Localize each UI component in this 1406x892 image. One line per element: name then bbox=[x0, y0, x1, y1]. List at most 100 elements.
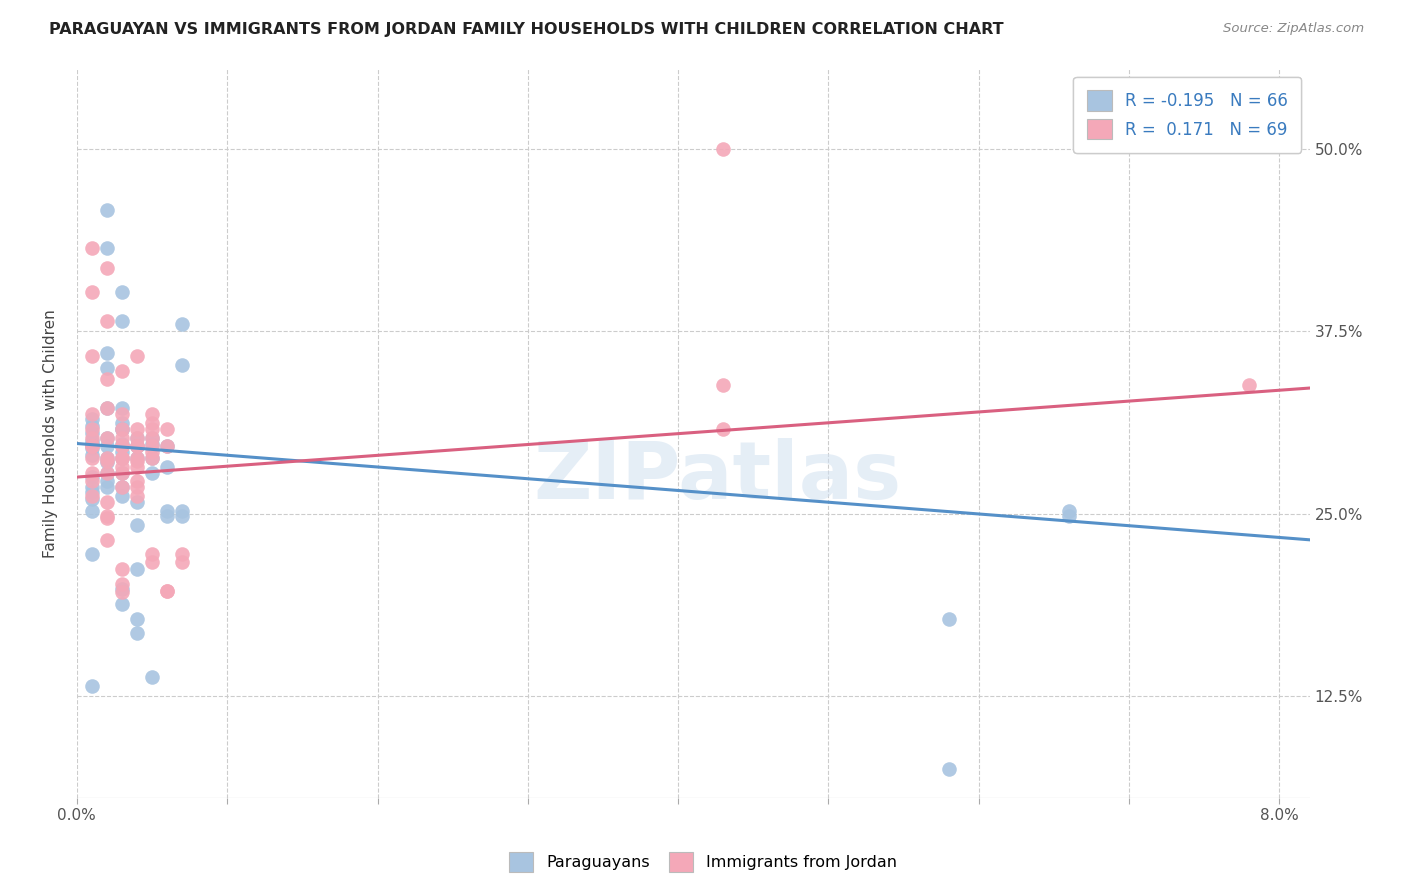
Point bbox=[156, 583, 179, 598]
Point bbox=[80, 548, 103, 562]
Point bbox=[80, 439, 103, 453]
Point bbox=[96, 454, 118, 468]
Point bbox=[96, 451, 118, 466]
Point bbox=[125, 626, 148, 640]
Point bbox=[96, 346, 118, 360]
Point bbox=[141, 445, 163, 459]
Point bbox=[125, 439, 148, 453]
Point bbox=[80, 439, 103, 453]
Point bbox=[141, 555, 163, 569]
Point bbox=[111, 597, 134, 611]
Point bbox=[125, 451, 148, 466]
Point bbox=[141, 422, 163, 436]
Point bbox=[111, 466, 134, 480]
Point bbox=[80, 411, 103, 425]
Point bbox=[111, 451, 134, 466]
Point bbox=[111, 439, 134, 453]
Point bbox=[141, 451, 163, 466]
Point bbox=[125, 439, 148, 453]
Point bbox=[80, 484, 103, 499]
Point bbox=[80, 285, 103, 299]
Y-axis label: Family Households with Children: Family Households with Children bbox=[44, 309, 58, 558]
Point bbox=[96, 314, 118, 328]
Point bbox=[80, 480, 103, 494]
Point bbox=[125, 459, 148, 474]
Point bbox=[80, 407, 103, 421]
Point bbox=[111, 480, 134, 494]
Text: ZIPatlas: ZIPatlas bbox=[534, 438, 903, 516]
Point bbox=[111, 562, 134, 576]
Point bbox=[125, 480, 148, 494]
Text: Source: ZipAtlas.com: Source: ZipAtlas.com bbox=[1223, 22, 1364, 36]
Point bbox=[125, 518, 148, 533]
Point bbox=[96, 360, 118, 375]
Point bbox=[111, 439, 134, 453]
Point bbox=[111, 363, 134, 377]
Point bbox=[111, 422, 134, 436]
Point bbox=[1057, 503, 1080, 517]
Point bbox=[96, 455, 118, 469]
Point bbox=[80, 466, 103, 480]
Point bbox=[111, 416, 134, 430]
Point bbox=[96, 466, 118, 480]
Point bbox=[111, 582, 134, 597]
Point bbox=[111, 422, 134, 436]
Point bbox=[156, 439, 179, 453]
Point bbox=[96, 495, 118, 509]
Point bbox=[111, 401, 134, 416]
Point bbox=[141, 431, 163, 445]
Point bbox=[141, 436, 163, 450]
Point bbox=[80, 503, 103, 517]
Point bbox=[172, 358, 194, 372]
Point bbox=[80, 491, 103, 506]
Point bbox=[1239, 378, 1261, 392]
Point bbox=[125, 349, 148, 363]
Point bbox=[156, 509, 179, 524]
Point bbox=[141, 416, 163, 430]
Point bbox=[938, 611, 960, 625]
Point bbox=[141, 407, 163, 421]
Point bbox=[172, 317, 194, 331]
Point bbox=[96, 439, 118, 453]
Point bbox=[172, 548, 194, 562]
Point bbox=[80, 426, 103, 441]
Point bbox=[125, 431, 148, 445]
Point bbox=[711, 142, 734, 156]
Point bbox=[141, 439, 163, 453]
Point bbox=[156, 583, 179, 598]
Point bbox=[125, 431, 148, 445]
Point bbox=[96, 480, 118, 494]
Point bbox=[1057, 509, 1080, 524]
Point bbox=[96, 475, 118, 489]
Point bbox=[80, 451, 103, 466]
Text: PARAGUAYAN VS IMMIGRANTS FROM JORDAN FAMILY HOUSEHOLDS WITH CHILDREN CORRELATION: PARAGUAYAN VS IMMIGRANTS FROM JORDAN FAM… bbox=[49, 22, 1004, 37]
Legend: Paraguayans, Immigrants from Jordan: Paraguayans, Immigrants from Jordan bbox=[502, 844, 904, 880]
Point bbox=[111, 489, 134, 503]
Point bbox=[711, 378, 734, 392]
Point bbox=[125, 422, 148, 436]
Point bbox=[111, 407, 134, 421]
Point bbox=[111, 480, 134, 494]
Point bbox=[111, 436, 134, 450]
Point bbox=[96, 202, 118, 217]
Point bbox=[125, 489, 148, 503]
Point bbox=[156, 422, 179, 436]
Point bbox=[125, 562, 148, 576]
Point bbox=[125, 454, 148, 468]
Point bbox=[141, 431, 163, 445]
Point bbox=[80, 434, 103, 448]
Point bbox=[80, 431, 103, 445]
Point bbox=[111, 431, 134, 445]
Point bbox=[156, 459, 179, 474]
Point bbox=[96, 466, 118, 480]
Point bbox=[80, 419, 103, 434]
Point bbox=[172, 555, 194, 569]
Point bbox=[125, 451, 148, 466]
Point bbox=[96, 431, 118, 445]
Point bbox=[111, 576, 134, 591]
Point bbox=[111, 445, 134, 459]
Point bbox=[80, 436, 103, 450]
Legend: R = -0.195   N = 66, R =  0.171   N = 69: R = -0.195 N = 66, R = 0.171 N = 69 bbox=[1073, 77, 1301, 153]
Point bbox=[80, 422, 103, 436]
Point bbox=[111, 459, 134, 474]
